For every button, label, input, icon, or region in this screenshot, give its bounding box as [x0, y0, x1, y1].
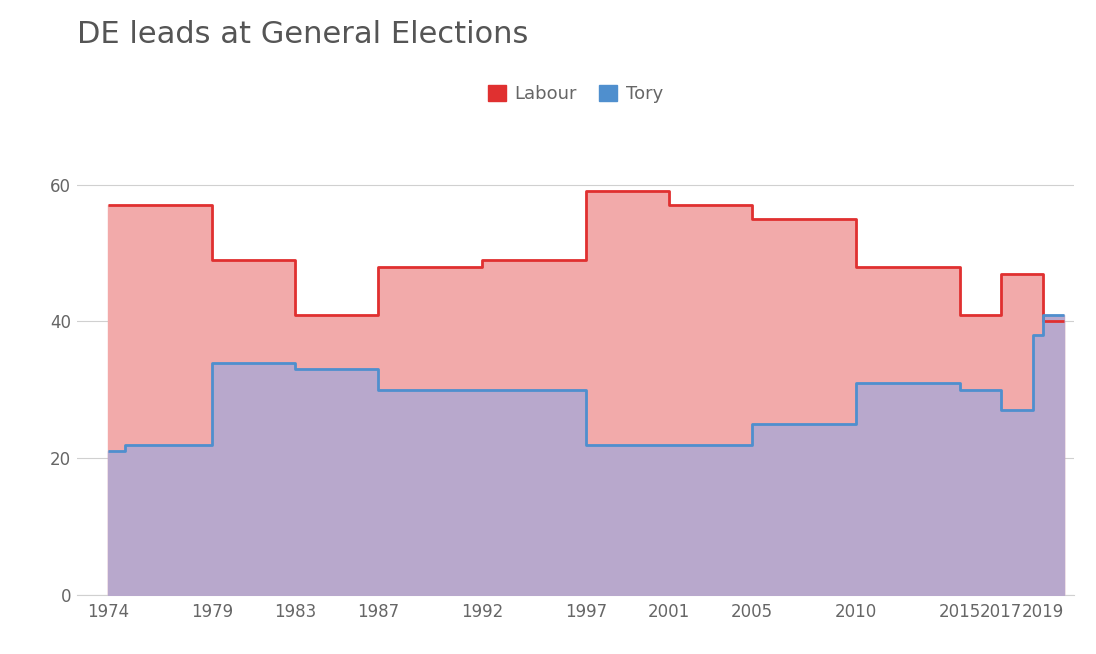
Text: DE leads at General Elections: DE leads at General Elections — [77, 20, 528, 48]
Legend: Labour, Tory: Labour, Tory — [480, 78, 671, 111]
